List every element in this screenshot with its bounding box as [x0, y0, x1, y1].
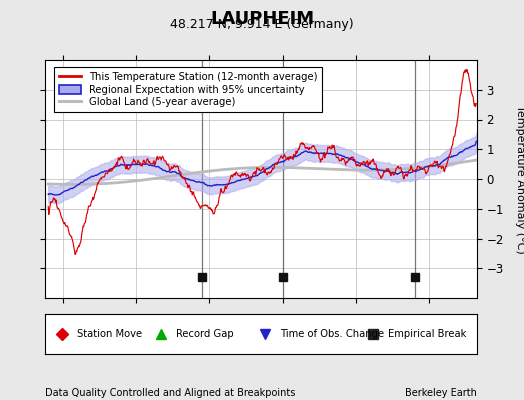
Text: Record Gap: Record Gap	[177, 329, 234, 339]
Text: 48.217 N, 9.914 E (Germany): 48.217 N, 9.914 E (Germany)	[170, 18, 354, 31]
Text: Station Move: Station Move	[77, 329, 142, 339]
Text: LAUPHEIM: LAUPHEIM	[210, 10, 314, 28]
Y-axis label: Temperature Anomaly (°C): Temperature Anomaly (°C)	[515, 105, 524, 253]
Text: Data Quality Controlled and Aligned at Breakpoints: Data Quality Controlled and Aligned at B…	[45, 388, 295, 398]
Text: Berkeley Earth: Berkeley Earth	[405, 388, 477, 398]
Text: Time of Obs. Change: Time of Obs. Change	[280, 329, 384, 339]
Text: Empirical Break: Empirical Break	[388, 329, 466, 339]
Legend: This Temperature Station (12-month average), Regional Expectation with 95% uncer: This Temperature Station (12-month avera…	[54, 67, 322, 112]
